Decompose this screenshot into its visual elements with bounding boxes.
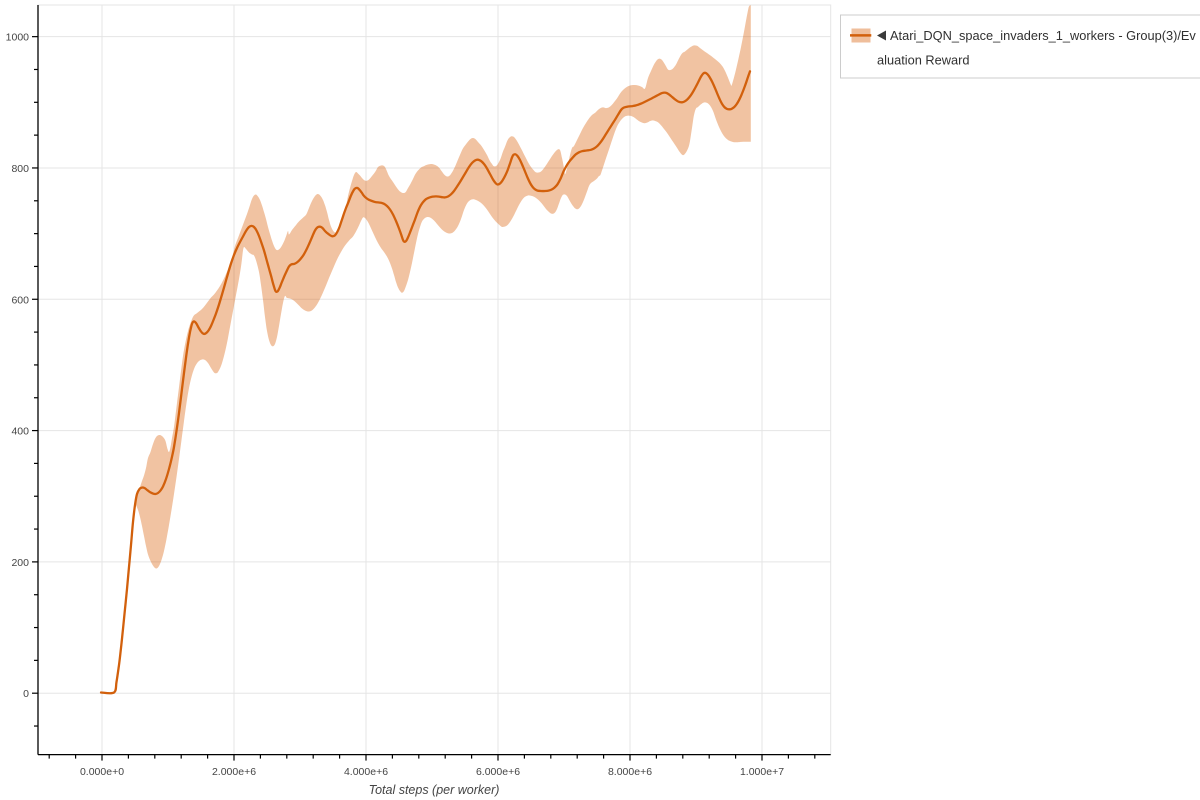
svg-text:0.000e+0: 0.000e+0 (80, 766, 124, 778)
svg-text:4.000e+6: 4.000e+6 (344, 766, 388, 778)
svg-text:2.000e+6: 2.000e+6 (212, 766, 256, 778)
svg-text:8.000e+6: 8.000e+6 (608, 766, 652, 778)
svg-text:800: 800 (11, 163, 29, 175)
svg-text:1.000e+7: 1.000e+7 (740, 766, 784, 778)
svg-text:0: 0 (23, 688, 29, 700)
svg-text:200: 200 (11, 557, 29, 569)
svg-text:600: 600 (11, 294, 29, 306)
svg-text:400: 400 (11, 426, 29, 438)
svg-text:1000: 1000 (6, 32, 30, 44)
svg-text:Atari_DQN_space_invaders_1_wor: Atari_DQN_space_invaders_1_workers - Gro… (890, 28, 1196, 43)
svg-text:6.000e+6: 6.000e+6 (476, 766, 520, 778)
svg-text:aluation Reward: aluation Reward (877, 53, 969, 68)
svg-text:Total steps (per worker): Total steps (per worker) (369, 783, 500, 797)
